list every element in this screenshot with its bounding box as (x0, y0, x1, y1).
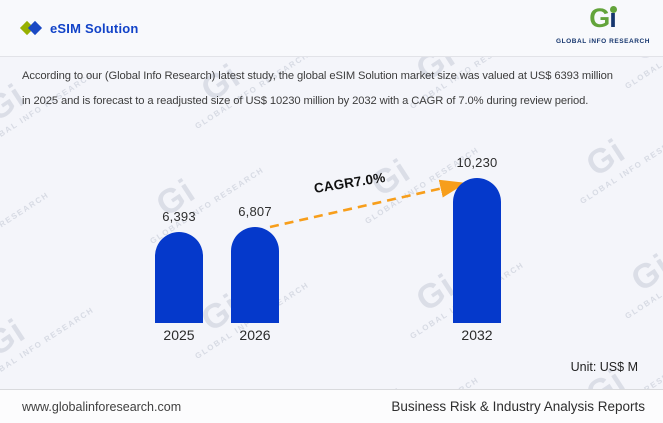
gi-logo-name: GLOBAL iNFO RESEARCH (556, 38, 650, 45)
footer: www.globalinforesearch.com Business Risk… (0, 389, 663, 423)
title-wrap: eSIM Solution (19, 20, 139, 36)
header: eSIM Solution Gı GLOBAL iNFO RESEARCH (0, 0, 663, 57)
bar (155, 232, 203, 323)
description-line-1: According to our (Global Info Research) … (22, 70, 613, 82)
unit-label: Unit: US$ M (570, 360, 638, 374)
description-line-2: in 2025 and is forecast to a readjusted … (22, 95, 589, 107)
bar (453, 178, 501, 323)
brand-diamonds-icon (19, 20, 43, 36)
x-axis-label: 2025 (163, 327, 195, 343)
bar-value-label: 6,807 (238, 204, 272, 219)
gi-logo: Gı GLOBAL iNFO RESEARCH (555, 5, 651, 46)
market-description: According to our (Global Info Research) … (22, 64, 647, 114)
bar-value-label: 10,230 (456, 155, 498, 170)
footer-website: www.globalinforesearch.com (22, 399, 182, 414)
diamond-blue-icon (27, 20, 43, 35)
x-axis-label: 2026 (239, 327, 271, 343)
footer-tagline: Business Risk & Industry Analysis Report… (391, 399, 645, 414)
bar-value-label: 6,393 (162, 209, 196, 224)
bar (231, 227, 279, 323)
gi-logo-mark-icon: Gı (555, 5, 651, 35)
x-axis-label: 2032 (461, 327, 493, 343)
logo-letter-g: G (589, 3, 610, 33)
page-title: eSIM Solution (50, 20, 139, 36)
logo-letter-i: ı (609, 3, 617, 33)
